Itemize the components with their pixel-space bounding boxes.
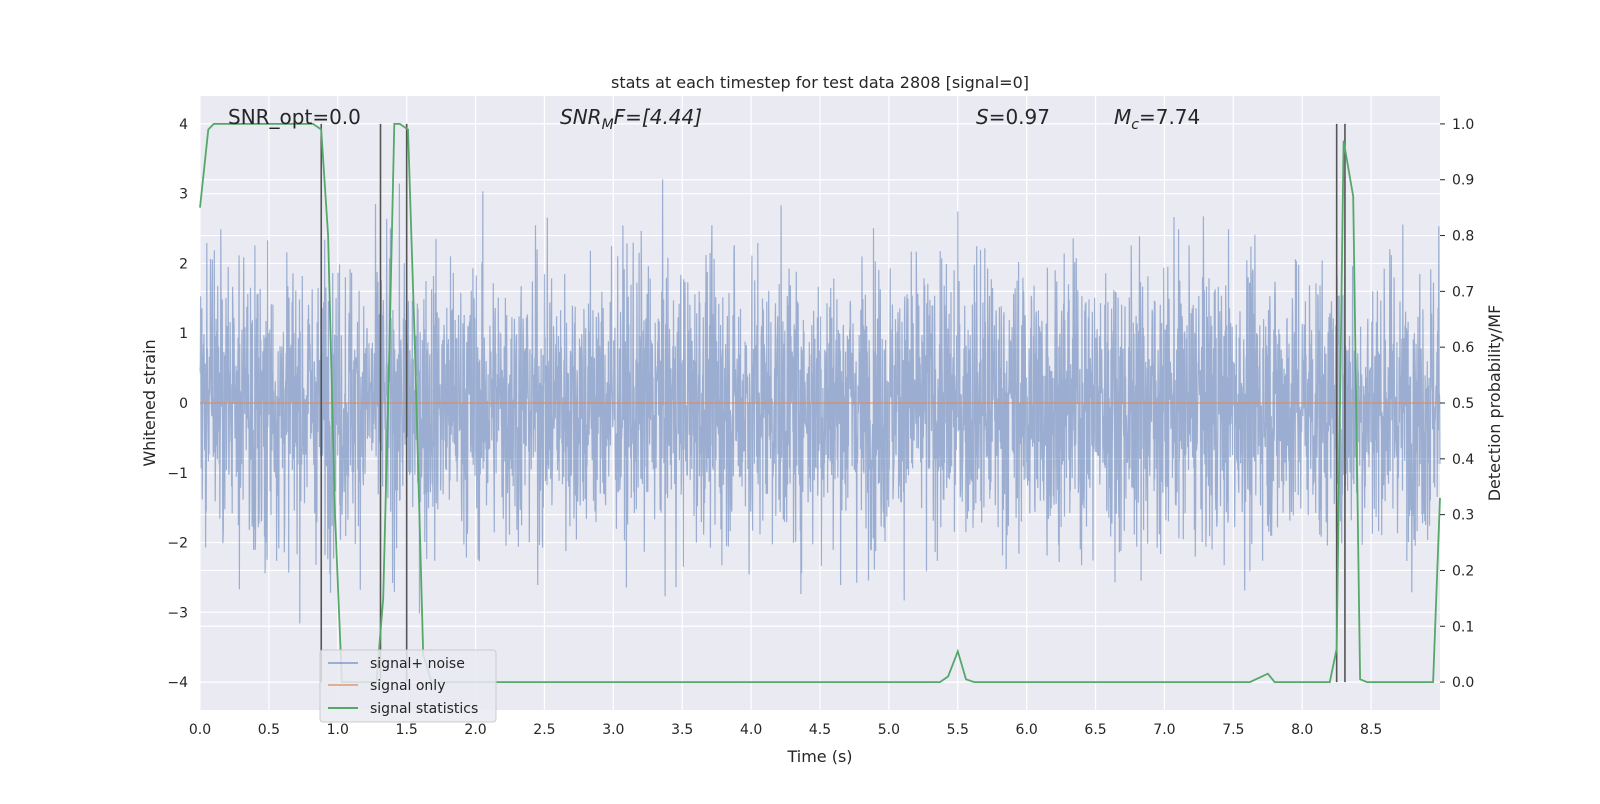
y-axis-left-ticks: −4 −3 −2 −1 0 1 2 3 4 [167,117,188,691]
x-tick-label: 6.5 [1084,722,1106,738]
y-tick-label-left: 0 [179,396,188,412]
y-tick-label-right: 0.9 [1452,173,1474,189]
x-tick-label: 2.5 [533,722,555,738]
x-tick-label: 1.0 [327,722,349,738]
x-tick-label: 4.0 [740,722,762,738]
y-tick-label-right: 0.0 [1452,675,1474,691]
y-tick-label-right: 0.4 [1452,452,1474,468]
y-axis-right-ticks: 0.0 0.1 0.2 0.3 0.4 0.5 0.6 0.7 0.8 0.9 1.0 [1440,117,1474,691]
x-tick-label: 7.5 [1222,722,1244,738]
x-tick-label: 8.0 [1291,722,1313,738]
y-axis-right-label: Detection probability/MF [1485,305,1504,502]
y-axis-left-label: Whitened strain [140,339,159,466]
y-tick-label-left: −3 [167,605,188,621]
x-tick-label: 1.5 [396,722,418,738]
annotation-s: S=0.97 [976,105,1050,129]
y-tick-label-right: 0.2 [1452,563,1474,579]
y-tick-label-left: −2 [167,536,188,552]
x-tick-label: 0.5 [258,722,280,738]
x-tick-label: 8.5 [1360,722,1382,738]
legend-label-signal-statistics: signal statistics [370,701,478,717]
legend: signal+ noise signal only signal statist… [319,649,497,723]
y-tick-label-left: 4 [179,117,188,133]
y-tick-label-left: −1 [167,466,188,482]
y-tick-label-left: −4 [167,675,188,691]
x-tick-label: 6.0 [1016,722,1038,738]
annotation-snr-mf: SNRMF=[4.44] [560,105,702,133]
x-tick-label: 5.5 [947,722,969,738]
legend-label-signal-only: signal only [370,678,445,694]
y-tick-label-left: 3 [179,187,188,203]
legend-box [319,649,497,723]
y-tick-label-right: 0.8 [1452,229,1474,245]
annotation-mc: Mc=7.74 [1114,105,1200,133]
y-tick-label-left: 1 [179,326,188,342]
y-tick-label-right: 0.1 [1452,619,1474,635]
y-tick-label-right: 0.6 [1452,340,1474,356]
annotation-snr-opt: SNR_opt=0.0 [228,105,361,129]
x-tick-label: 3.5 [671,722,693,738]
y-tick-label-right: 0.3 [1452,508,1474,524]
y-tick-label-right: 0.7 [1452,284,1474,300]
x-axis-label: Time (s) [786,747,852,766]
legend-label-signal-noise: signal+ noise [370,656,465,672]
x-tick-label: 4.5 [809,722,831,738]
x-tick-label: 7.0 [1153,722,1175,738]
chart-title: stats at each timestep for test data 280… [611,73,1029,92]
y-tick-label-right: 1.0 [1452,117,1474,133]
x-axis-ticks: 0.0 0.5 1.0 1.5 2.0 2.5 3.0 3.5 4.0 4.5 5.0 5.5 6.0 6… [189,722,1382,738]
x-tick-label: 2.0 [464,722,486,738]
y-tick-label-right: 0.5 [1452,396,1474,412]
y-tick-label-left: 2 [179,256,188,272]
x-tick-label: 0.0 [189,722,211,738]
x-tick-label: 5.0 [878,722,900,738]
x-tick-label: 3.0 [602,722,624,738]
